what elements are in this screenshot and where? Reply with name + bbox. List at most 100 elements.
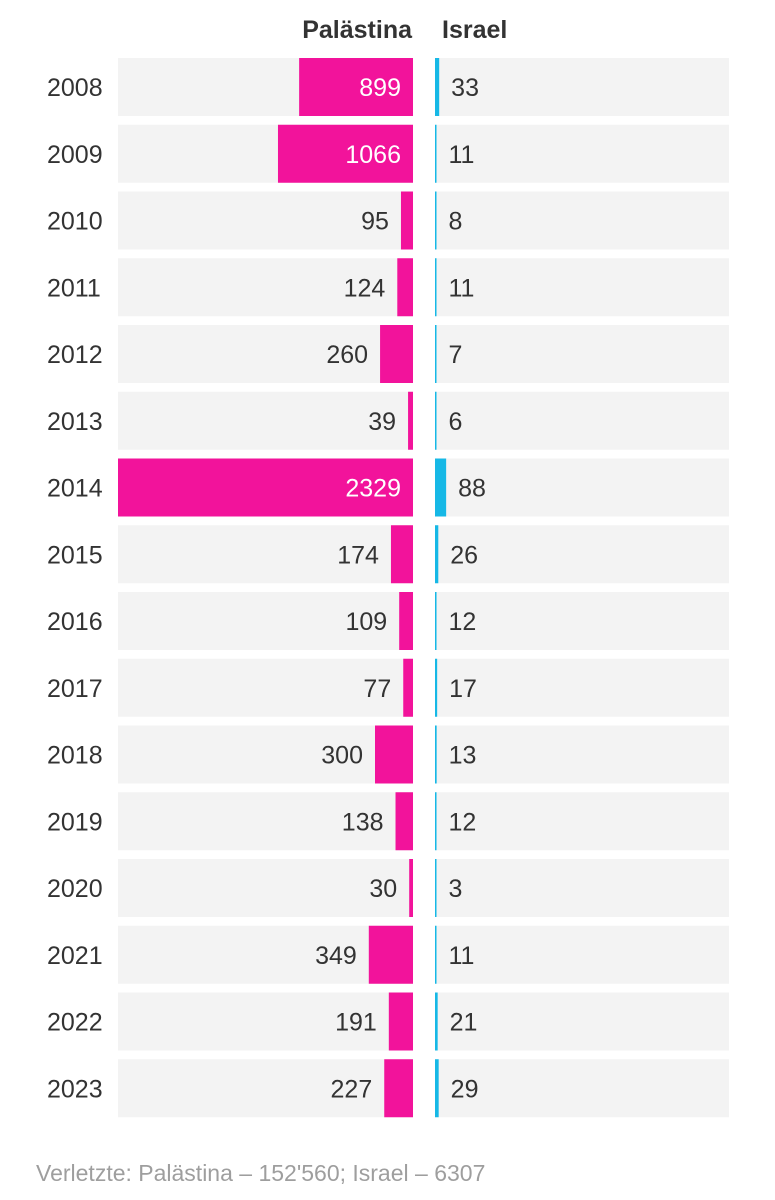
- row-background-israel: [435, 592, 729, 650]
- footer-note: Verletzte: Palästina – 152'560; Israel –…: [36, 1160, 486, 1186]
- value-label-israel: 7: [449, 341, 463, 369]
- bar-palestine: [299, 58, 413, 116]
- value-label-palestine: 227: [331, 1075, 373, 1103]
- value-label-palestine: 300: [321, 742, 363, 770]
- value-label-israel: 21: [450, 1009, 478, 1037]
- bar-israel: [435, 325, 437, 383]
- bar-israel: [435, 58, 440, 116]
- value-label-israel: 11: [449, 141, 475, 169]
- row-background-palestine: [118, 859, 413, 917]
- row-background-israel: [435, 525, 729, 584]
- bar-israel: [435, 258, 437, 317]
- value-label-palestine: 30: [369, 875, 397, 903]
- bar-israel: [435, 792, 437, 851]
- bar-palestine: [118, 458, 413, 517]
- bar-palestine: [388, 992, 413, 1051]
- value-label-israel: 33: [451, 74, 479, 102]
- bar-palestine: [403, 658, 413, 717]
- row-background-palestine: [118, 592, 413, 650]
- value-label-israel: 13: [449, 742, 477, 770]
- value-label-palestine: 191: [335, 1009, 377, 1037]
- value-label-palestine: 77: [363, 675, 391, 703]
- row-background-israel: [435, 124, 729, 183]
- value-label-israel: 12: [449, 608, 477, 636]
- bar-israel: [435, 525, 439, 584]
- row-background-israel: [435, 992, 729, 1051]
- value-label-palestine: 260: [326, 341, 368, 369]
- value-label-israel: 88: [458, 475, 486, 503]
- value-label-palestine: 124: [344, 274, 386, 302]
- value-label-palestine: 39: [368, 408, 396, 436]
- row-background-palestine: [118, 525, 413, 584]
- bar-israel: [435, 725, 437, 784]
- bar-israel: [435, 592, 437, 650]
- bar-palestine: [277, 124, 413, 183]
- row-background-palestine: [118, 792, 413, 851]
- chart: Palästina Israel 2008 899 33 2009 1066 11 2010 95…: [47, 16, 729, 1118]
- year-label: 2009: [47, 141, 103, 169]
- year-label: 2010: [47, 208, 103, 236]
- value-label-palestine: 95: [361, 208, 389, 236]
- row-background-israel: [435, 859, 729, 917]
- row-background-palestine: [118, 258, 413, 317]
- row-background-israel: [435, 792, 729, 851]
- value-label-palestine: 138: [342, 808, 384, 836]
- bar-palestine: [409, 859, 413, 917]
- legend-palestine: Palästina: [302, 16, 413, 44]
- bar-palestine: [368, 925, 413, 984]
- row-background-palestine: [118, 658, 413, 717]
- value-label-israel: 8: [449, 208, 463, 236]
- bar-palestine: [395, 792, 413, 851]
- year-label: 2021: [47, 942, 103, 970]
- year-label: 2022: [47, 1009, 103, 1037]
- bar-israel: [435, 925, 437, 984]
- year-label: 2011: [47, 274, 101, 302]
- year-label: 2023: [47, 1075, 103, 1103]
- row-background-palestine: [118, 725, 413, 784]
- row-background-israel: [435, 725, 729, 784]
- year-label: 2012: [47, 341, 103, 369]
- bar-israel: [435, 124, 437, 183]
- year-label: 2014: [47, 475, 103, 503]
- row-background-palestine: [118, 992, 413, 1051]
- value-label-palestine: 899: [359, 74, 401, 102]
- row-background-israel: [435, 258, 729, 317]
- row-background-israel: [435, 391, 729, 450]
- bar-palestine: [400, 191, 413, 250]
- legend-israel: Israel: [442, 16, 507, 44]
- bar-palestine: [397, 258, 413, 317]
- bar-israel: [435, 859, 437, 917]
- bar-palestine: [375, 725, 413, 784]
- bar-israel: [435, 1059, 439, 1118]
- row-background-israel: [435, 658, 729, 717]
- bar-israel: [435, 191, 437, 250]
- year-label: 2019: [47, 808, 103, 836]
- bar-palestine: [384, 1059, 413, 1118]
- value-label-palestine: 1066: [345, 141, 401, 169]
- row-background-palestine: [118, 325, 413, 383]
- value-label-israel: 11: [449, 942, 475, 970]
- year-label: 2020: [47, 875, 103, 903]
- value-label-israel: 11: [449, 274, 475, 302]
- bar-israel: [435, 658, 438, 717]
- row-background-israel: [435, 458, 729, 517]
- value-label-palestine: 109: [345, 608, 387, 636]
- row-background-israel: [435, 925, 729, 984]
- year-label: 2018: [47, 742, 103, 770]
- bar-israel: [435, 458, 447, 517]
- value-label-palestine: 174: [337, 541, 379, 569]
- value-label-israel: 29: [451, 1075, 479, 1103]
- value-label-israel: 17: [449, 675, 477, 703]
- year-label: 2017: [47, 675, 103, 703]
- year-label: 2008: [47, 74, 103, 102]
- value-label-israel: 26: [450, 541, 478, 569]
- bar-israel: [435, 391, 437, 450]
- value-label-palestine: 2329: [345, 475, 401, 503]
- bar-israel: [435, 992, 438, 1051]
- value-label-israel: 12: [449, 808, 477, 836]
- year-label: 2013: [47, 408, 103, 436]
- bar-palestine: [399, 592, 413, 650]
- row-background-palestine: [118, 925, 413, 984]
- row-background-israel: [435, 191, 729, 250]
- row-background-palestine: [118, 1059, 413, 1118]
